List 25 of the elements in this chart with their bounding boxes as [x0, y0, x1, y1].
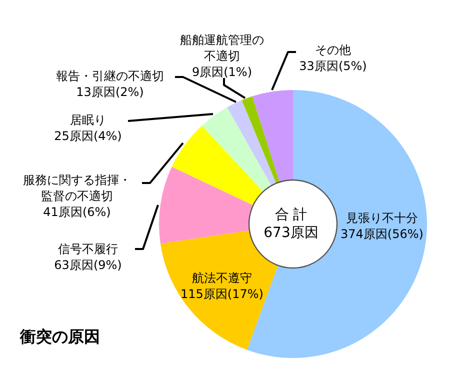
data-label: 9原因(1%)	[192, 65, 252, 79]
donut-slice	[172, 126, 264, 206]
text: 合 計	[274, 207, 308, 223]
slice-label: その他	[315, 43, 351, 57]
slice-label: 居眠り	[70, 113, 106, 127]
data-label: 25原因(4%)	[54, 129, 122, 143]
slice-label: 服務に関する指揮・監督の不適切	[23, 173, 131, 203]
slice-label: 航法不遵守	[192, 271, 252, 285]
data-label: 13原因(2%)	[76, 85, 144, 99]
slice-label: 船舶運航管理の不適切	[180, 33, 264, 63]
data-label: 41原因(6%)	[43, 205, 111, 219]
data-label: 115原因(17%)	[180, 287, 264, 301]
donut-slice	[227, 100, 276, 186]
donut-slice	[252, 90, 293, 182]
donut-slice	[202, 107, 272, 192]
text: 衝突の原因	[19, 327, 100, 346]
data-label: 33原因(5%)	[299, 59, 367, 73]
text: 673原因	[264, 225, 318, 241]
data-label: 63原因(9%)	[54, 258, 122, 272]
slice-label: 信号不履行	[58, 242, 118, 256]
data-label: 374原因(56%)	[340, 227, 424, 241]
donut-slice	[159, 166, 254, 244]
donut-slice	[242, 96, 280, 184]
slice-label: 見張り不十分	[346, 211, 418, 225]
slice-label: 報告・引継の不適切	[56, 69, 164, 83]
